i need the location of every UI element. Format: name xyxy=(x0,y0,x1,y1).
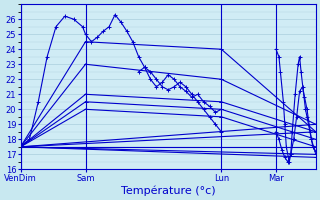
X-axis label: Température (°c): Température (°c) xyxy=(121,185,215,196)
